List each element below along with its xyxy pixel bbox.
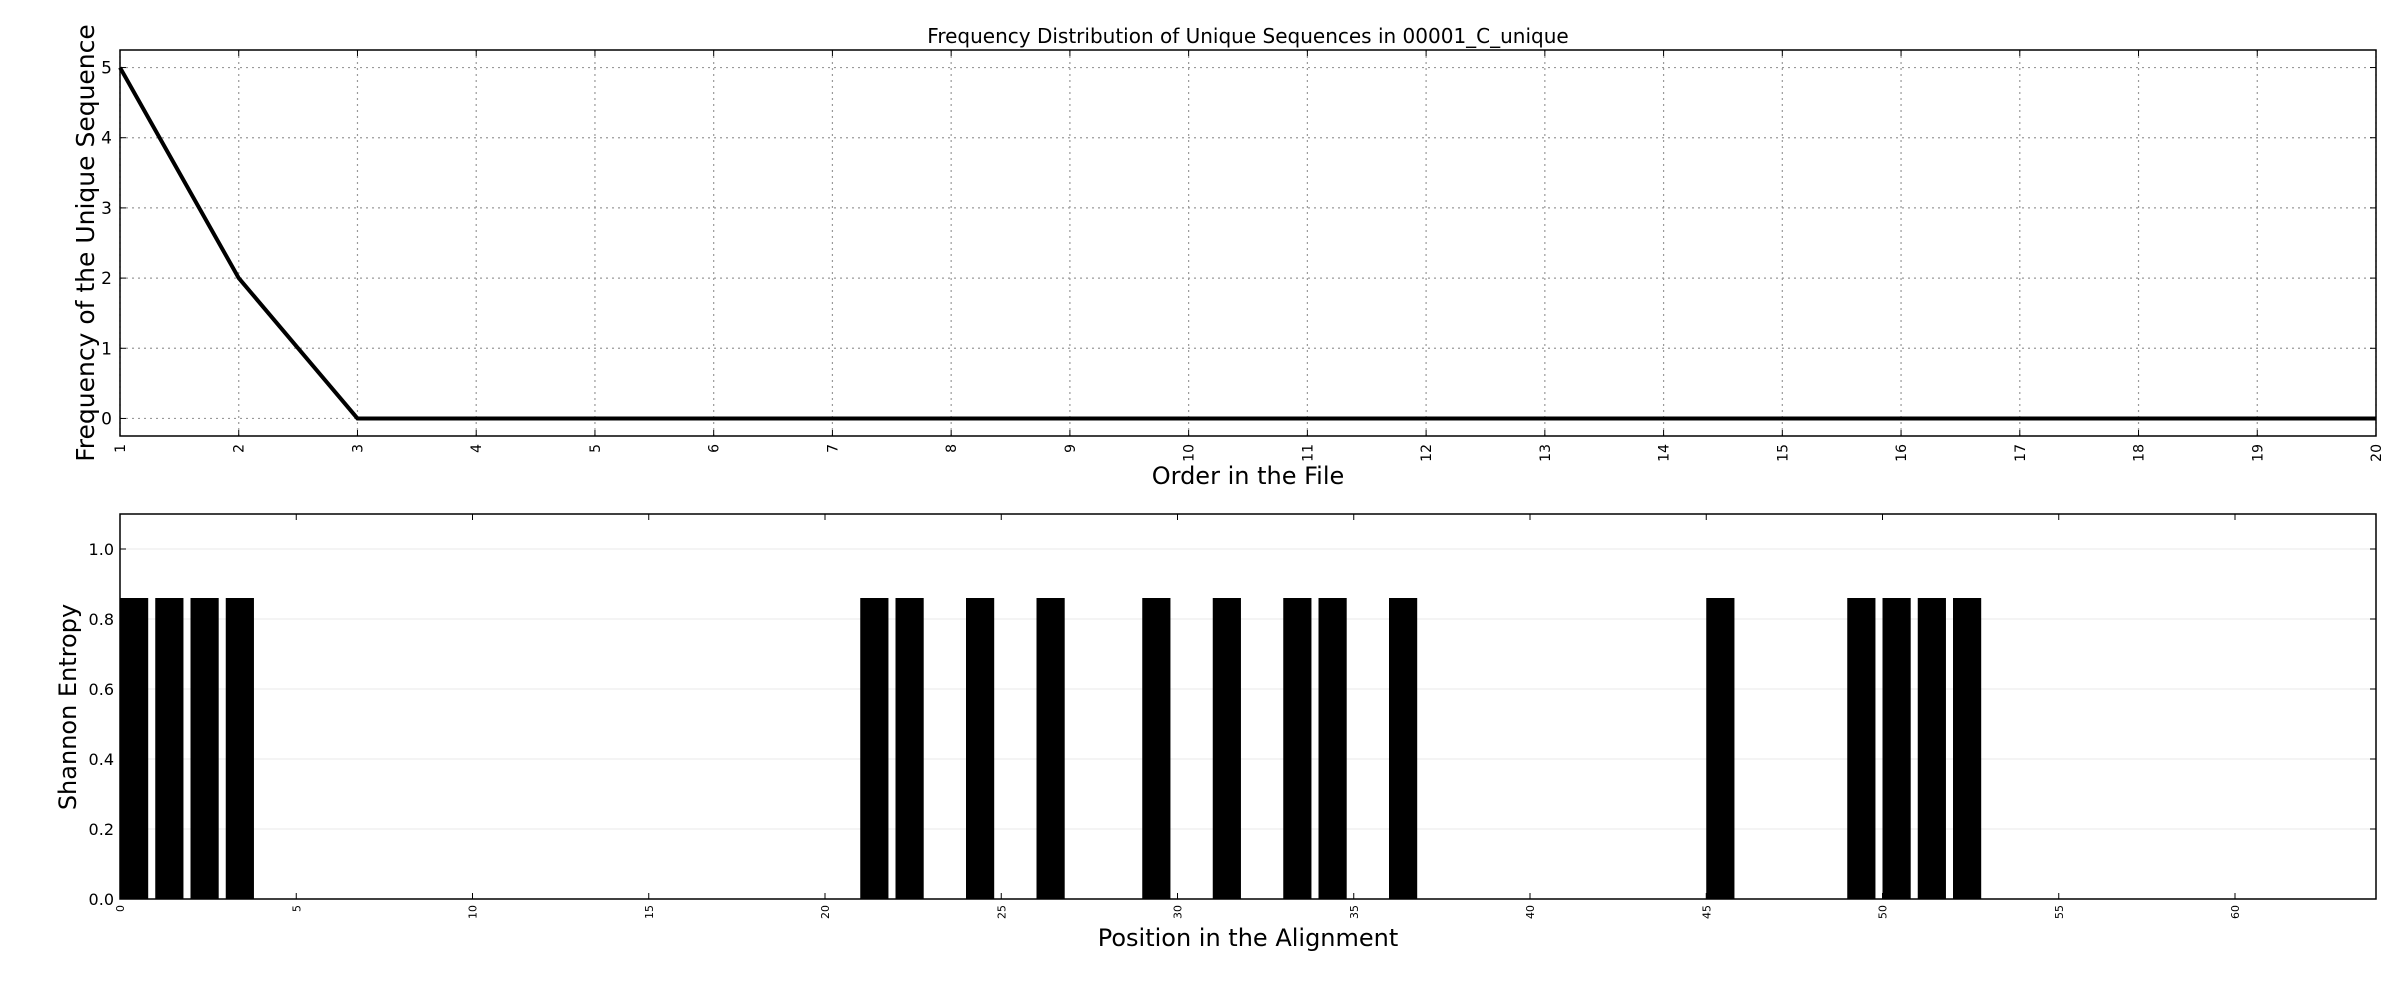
top-x-tick-label: 17	[2013, 444, 2029, 462]
top-y-tick-label: 1	[101, 339, 112, 359]
entropy-bar	[1706, 598, 1735, 899]
top-y-tick-label: 3	[101, 199, 112, 219]
top-x-tick-label: 2	[232, 444, 248, 453]
top-y-tick-label: 0	[101, 409, 112, 429]
entropy-bar-chart: 0.0 0.2 0.4 0.6 0.8 1.0 0 5 10 15 20 25 30 35 40 45 50 55…	[54, 513, 2377, 952]
y-axis-label: Frequency of the Unique Sequence	[71, 24, 100, 462]
top-x-tick-label: 7	[825, 444, 841, 453]
entropy-bar	[1953, 598, 1982, 899]
top-x-tick-label: 9	[1063, 444, 1079, 453]
bottom-x-tick-label: 45	[1700, 905, 1713, 919]
entropy-bar	[190, 598, 219, 899]
entropy-bar	[120, 598, 149, 899]
top-x-tick-label: 13	[1538, 444, 1554, 462]
entropy-bar	[860, 598, 889, 899]
bottom-x-tick-label: 50	[1877, 905, 1890, 919]
bottom-y-tick-label: 0.0	[89, 890, 114, 909]
top-x-tick-label: 12	[1419, 444, 1435, 462]
bottom-grid	[120, 548, 2376, 900]
entropy-bar	[1847, 598, 1876, 899]
bottom-x-tick-label: 40	[1524, 905, 1537, 919]
top-x-tick-label: 18	[2132, 444, 2148, 462]
top-x-tick-label: 16	[1894, 444, 1910, 462]
top-y-tick-label: 4	[101, 129, 112, 149]
bottom-x-tick-label: 55	[2053, 905, 2066, 919]
entropy-bar	[225, 598, 254, 899]
bottom-series	[120, 598, 1982, 899]
bottom-y-tick-label: 0.4	[89, 750, 114, 769]
top-x-tick-label: 1	[113, 444, 129, 453]
top-x-tick-label: 4	[469, 444, 485, 453]
chart-title: Frequency Distribution of Unique Sequenc…	[927, 24, 1568, 48]
entropy-bar	[1283, 598, 1312, 899]
x-axis-label: Position in the Alignment	[1098, 924, 1399, 952]
entropy-bar	[1917, 598, 1946, 899]
bottom-x-tick-label: 25	[995, 905, 1008, 919]
y-axis-label: Shannon Entropy	[54, 604, 82, 810]
top-plot-frame	[119, 49, 2377, 437]
bottom-x-tick-label: 0	[114, 905, 127, 912]
entropy-bar	[1389, 598, 1418, 899]
bottom-y-tick-label: 0.2	[89, 820, 114, 839]
top-x-tick-label: 5	[588, 444, 604, 453]
bottom-y-tick-label: 0.8	[89, 610, 114, 629]
bottom-plot-frame	[119, 513, 2377, 900]
bottom-x-tick-label: 5	[290, 905, 303, 912]
entropy-bar	[1142, 598, 1171, 899]
top-x-tick-label: 8	[944, 444, 960, 453]
entropy-bar	[1318, 598, 1347, 899]
frequency-series-line	[118, 66, 2376, 421]
bottom-x-tick-label: 20	[819, 905, 832, 919]
top-y-tick-label: 5	[101, 59, 112, 79]
entropy-bar	[895, 598, 924, 899]
top-grid	[119, 50, 2377, 436]
bottom-x-tick-label: 10	[467, 905, 480, 919]
bottom-x-tick-label: 15	[643, 905, 656, 919]
bottom-y-tick-label: 0.6	[89, 680, 114, 699]
bottom-x-tick-label: 60	[2229, 905, 2242, 919]
entropy-bar	[1882, 598, 1911, 899]
entropy-bar	[155, 598, 184, 899]
top-x-tick-label: 11	[1300, 444, 1316, 462]
x-axis-label: Order in the File	[1152, 462, 1345, 490]
frequency-line-chart: Frequency Distribution of Unique Sequenc…	[71, 24, 2385, 490]
bottom-ticks: 0.0 0.2 0.4 0.6 0.8 1.0 0 5 10 15 20 25 30 35 40 45 50 55…	[89, 514, 2376, 919]
top-y-tick-label: 2	[101, 269, 112, 289]
top-x-tick-label: 3	[350, 444, 366, 453]
bottom-x-tick-label: 30	[1172, 905, 1185, 919]
top-x-tick-label: 6	[707, 444, 723, 453]
bottom-x-tick-label: 35	[1348, 905, 1361, 919]
top-x-tick-label: 14	[1657, 444, 1673, 462]
top-x-tick-label: 20	[2369, 444, 2385, 462]
top-x-tick-label: 10	[1182, 444, 1198, 462]
bottom-y-tick-label: 1.0	[89, 540, 114, 559]
top-x-tick-label: 19	[2250, 444, 2266, 462]
entropy-bar	[966, 598, 995, 899]
top-series	[118, 66, 2377, 421]
entropy-bar	[1036, 598, 1065, 899]
entropy-bar	[1212, 598, 1241, 899]
top-x-tick-label: 15	[1775, 444, 1791, 462]
